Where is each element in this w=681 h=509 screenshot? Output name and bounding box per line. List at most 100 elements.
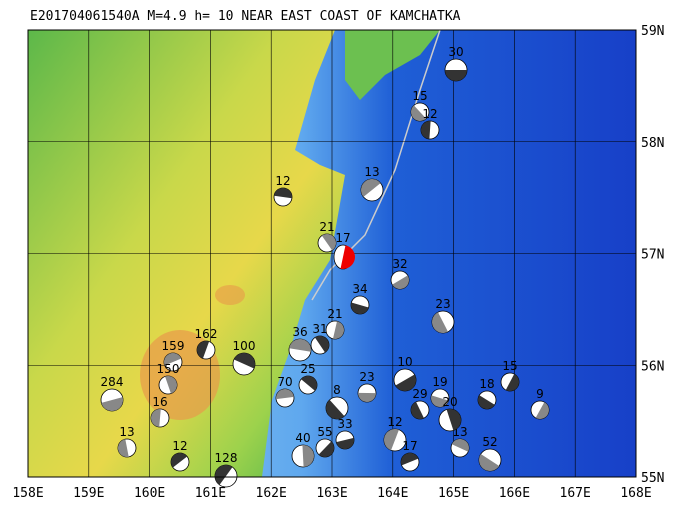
beachball	[410, 400, 430, 420]
beachball-quadrant	[274, 187, 292, 199]
beachball-quadrant	[478, 395, 495, 409]
beachball-quadrant	[318, 441, 335, 458]
beachball	[273, 187, 293, 207]
beachball-quadrant	[171, 453, 188, 468]
beachball-quadrant	[446, 409, 461, 431]
lon-label: 164E	[377, 486, 408, 501]
beachball-quadrant	[314, 336, 329, 353]
beachball	[288, 338, 312, 362]
beachball	[390, 270, 410, 290]
beachball-quadrant	[336, 437, 354, 449]
beachball-quadrant	[215, 465, 233, 485]
depth-label: 30	[448, 45, 463, 59]
beachball-quadrant	[276, 389, 294, 400]
beachball	[317, 233, 337, 253]
beachball	[350, 295, 370, 315]
beachball-quadrant	[421, 121, 431, 139]
beachball-quadrant	[395, 374, 416, 392]
depth-label: 150	[157, 362, 180, 376]
depth-label: 17	[335, 231, 350, 245]
depth-label: 31	[312, 322, 327, 336]
beachball	[383, 428, 407, 452]
beachball-quadrant	[401, 453, 419, 466]
beachball-quadrant	[340, 245, 355, 269]
beachball	[196, 340, 216, 360]
beachball-quadrant	[101, 397, 123, 411]
beachball	[315, 438, 335, 458]
beachball	[170, 452, 190, 472]
depth-label: 33	[337, 417, 352, 431]
beachball-quadrant	[321, 234, 336, 251]
depth-label: 128	[215, 451, 238, 465]
lat-label: 59N	[641, 24, 664, 39]
beachball	[325, 320, 345, 340]
beachball-quadrant	[361, 179, 381, 197]
beachball	[214, 464, 238, 488]
title: E201704061540A M=4.9 h= 10 NEAR EAST COA…	[30, 9, 461, 24]
lon-label: 163E	[316, 486, 347, 501]
beachball	[333, 244, 355, 270]
beachball	[335, 430, 355, 450]
beachball	[275, 388, 295, 408]
depth-label: 19	[432, 375, 447, 389]
lat-label: 58N	[641, 136, 664, 151]
beachball	[444, 58, 468, 82]
beachball	[431, 310, 455, 334]
beachball	[325, 396, 349, 420]
lon-label: 168E	[620, 486, 651, 501]
depth-label: 70	[277, 375, 292, 389]
beachball-quadrant	[301, 375, 317, 391]
depth-label: 16	[152, 395, 167, 409]
beachball-quadrant	[233, 353, 255, 369]
beachball-quadrant	[326, 399, 345, 419]
depth-label: 18	[479, 377, 494, 391]
beachball-quadrant	[358, 392, 376, 402]
lon-label: 167E	[560, 486, 591, 501]
beachball-quadrant	[117, 439, 129, 457]
depth-label: 36	[292, 325, 307, 339]
lat-label: 56N	[641, 359, 664, 374]
beachball	[100, 388, 124, 412]
beachball	[450, 438, 470, 458]
lon-label: 165E	[438, 486, 469, 501]
depth-label: 12	[387, 415, 402, 429]
beachball-quadrant	[431, 312, 448, 333]
depth-label: 15	[502, 359, 517, 373]
depth-label: 23	[359, 370, 374, 384]
beachball	[117, 438, 137, 458]
lon-label: 166E	[499, 486, 530, 501]
depth-label: 25	[300, 362, 315, 376]
depth-label: 52	[482, 435, 497, 449]
beachball-quadrant	[505, 374, 519, 391]
depth-label: 55	[317, 425, 332, 439]
beachball	[410, 102, 430, 122]
lon-label: 161E	[195, 486, 226, 501]
lon-label: 159E	[73, 486, 104, 501]
beachball-quadrant	[150, 409, 161, 427]
depth-label: 32	[392, 257, 407, 271]
depth-label: 23	[435, 297, 450, 311]
beachball	[477, 390, 497, 410]
depth-label: 12	[422, 107, 437, 121]
depth-label: 21	[319, 220, 334, 234]
beachball-quadrant	[196, 340, 210, 359]
beachball	[500, 372, 520, 392]
depth-label: 159	[162, 339, 185, 353]
depth-label: 17	[402, 439, 417, 453]
beachball	[400, 452, 420, 472]
beachball-quadrant	[411, 105, 427, 121]
lon-label: 160E	[134, 486, 165, 501]
beachball	[291, 444, 315, 468]
depth-label: 29	[412, 387, 427, 401]
beachball-quadrant	[289, 339, 311, 352]
lat-label: 57N	[641, 248, 664, 263]
lat-label: 55N	[641, 471, 664, 486]
beachball	[232, 352, 256, 376]
depth-label: 13	[364, 165, 379, 179]
depth-label: 13	[119, 425, 134, 439]
beachball	[158, 375, 178, 395]
beachball-quadrant	[164, 353, 182, 366]
beachball	[298, 375, 318, 395]
beachball-quadrant	[332, 321, 344, 339]
beachball	[310, 335, 330, 355]
